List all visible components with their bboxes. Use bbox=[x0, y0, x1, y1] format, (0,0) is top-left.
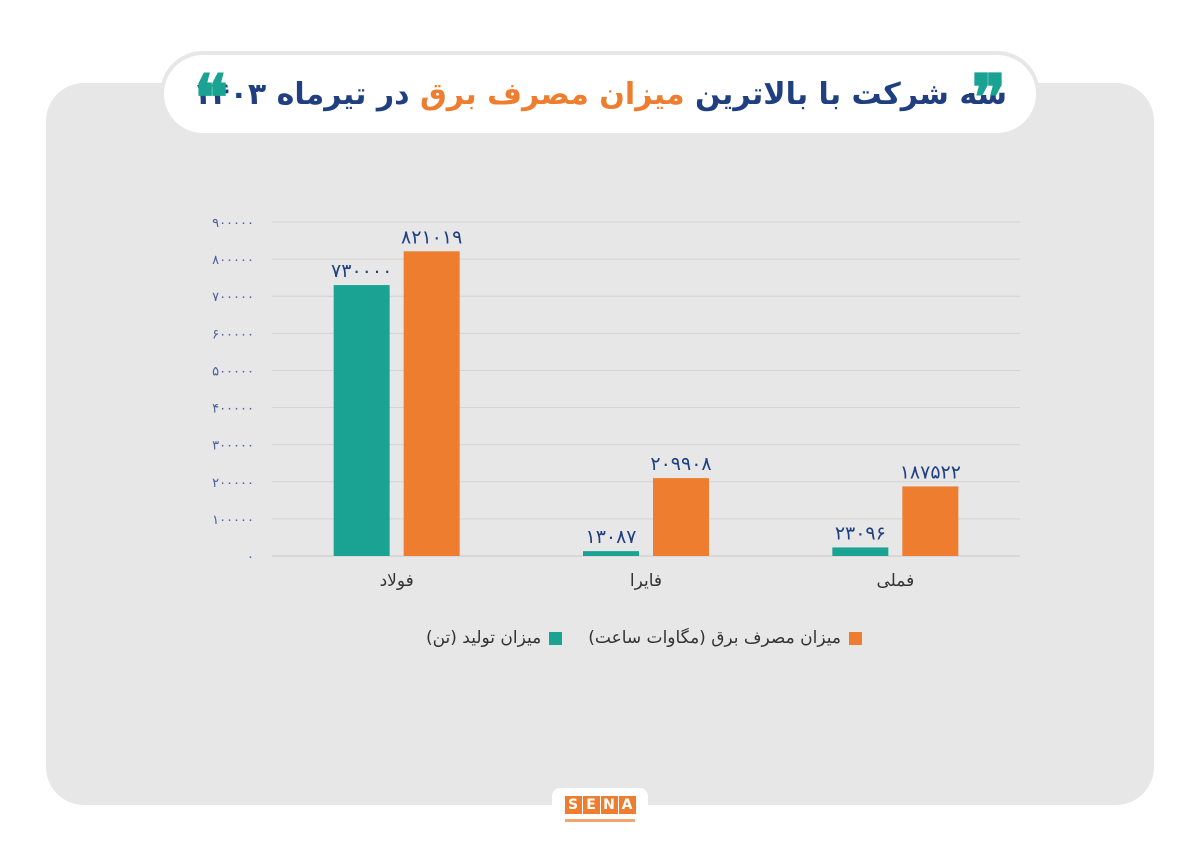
logo-letter-e: E bbox=[582, 796, 600, 814]
x-axis: فولاد فایرا فملی bbox=[380, 571, 915, 591]
data-label: ۸۲۱۰۱۹ bbox=[401, 226, 462, 248]
title-highlight: میزان مصرف برق bbox=[419, 76, 685, 112]
legend-label-production: میزان تولید (تن) bbox=[425, 628, 542, 648]
gridlines bbox=[272, 221, 1020, 557]
legend-swatch-consumption bbox=[849, 631, 862, 645]
chart-card bbox=[46, 83, 1154, 805]
bar bbox=[583, 551, 639, 556]
legend-item-consumption: میزان مصرف برق (مگاوات ساعت) bbox=[588, 628, 862, 648]
title-banner: ❞ سه شرکت با بالاترین میزان مصرف برق در … bbox=[160, 51, 1040, 137]
logo-letter-n: N bbox=[600, 796, 618, 814]
y-tick-label: ۶۰۰۰۰۰ bbox=[212, 327, 254, 342]
y-tick-label: ۰ bbox=[247, 550, 254, 565]
y-tick-label: ۲۰۰۰۰۰ bbox=[212, 476, 254, 491]
logo-letter-s: S bbox=[564, 796, 582, 814]
x-category-label: فولاد bbox=[380, 571, 414, 591]
title-part2: در تیرماه ۱۴۰۳ bbox=[192, 76, 420, 112]
logo-letter-a: A bbox=[618, 796, 636, 814]
bar bbox=[403, 251, 460, 556]
data-label: ۷۳۰۰۰۰ bbox=[331, 260, 392, 282]
bar bbox=[902, 486, 959, 556]
bar bbox=[333, 285, 390, 556]
y-tick-label: ۵۰۰۰۰۰ bbox=[212, 364, 254, 379]
quote-close-icon: ❝ bbox=[194, 61, 229, 136]
y-axis: ۰ ۱۰۰۰۰۰ ۲۰۰۰۰۰ ۳۰۰۰۰۰ ۴۰۰۰۰۰ ۵۰۰۰۰۰ ۶۰۰۰۰۰ ۷۰۰… bbox=[212, 216, 254, 565]
bars bbox=[333, 251, 959, 556]
y-tick-label: ۷۰۰۰۰۰ bbox=[212, 290, 254, 305]
data-labels: ۷۳۰۰۰۰ ۸۲۱۰۱۹ ۱۳۰۸۷ ۲۰۹۹۰۸ ۲۳۰۹۶ ۱۸۷۵۲۲ bbox=[331, 226, 961, 548]
x-category-label: فایرا bbox=[630, 571, 662, 591]
logo-letters: S E N A bbox=[564, 796, 636, 814]
data-label: ۱۳۰۸۷ bbox=[585, 526, 636, 548]
y-tick-label: ۹۰۰۰۰۰ bbox=[212, 216, 254, 231]
bar bbox=[653, 478, 709, 556]
bar bbox=[832, 547, 889, 556]
quote-open-icon: ❞ bbox=[971, 61, 1006, 136]
legend: میزان مصرف برق (مگاوات ساعت) میزان تولید… bbox=[352, 625, 862, 651]
logo-tagline bbox=[565, 819, 635, 822]
y-tick-label: ۳۰۰۰۰۰ bbox=[212, 439, 254, 454]
y-tick-label: ۴۰۰۰۰۰ bbox=[212, 402, 254, 417]
y-tick-label: ۱۰۰۰۰۰ bbox=[212, 513, 254, 528]
x-category-label: فملی bbox=[876, 571, 914, 591]
y-tick-label: ۸۰۰۰۰۰ bbox=[212, 253, 254, 268]
title-part1: سه شرکت با بالاترین bbox=[684, 76, 1008, 112]
data-label: ۲۰۹۹۰۸ bbox=[650, 453, 711, 475]
data-label: ۲۳۰۹۶ bbox=[835, 522, 886, 544]
legend-item-production: میزان تولید (تن) bbox=[425, 628, 563, 648]
legend-label-consumption: میزان مصرف برق (مگاوات ساعت) bbox=[588, 628, 841, 648]
legend-swatch-production bbox=[549, 631, 563, 645]
data-label: ۱۸۷۵۲۲ bbox=[900, 461, 961, 483]
chart-title: سه شرکت با بالاترین میزان مصرف برق در تی… bbox=[193, 77, 1007, 112]
sena-logo: S E N A bbox=[552, 788, 648, 830]
